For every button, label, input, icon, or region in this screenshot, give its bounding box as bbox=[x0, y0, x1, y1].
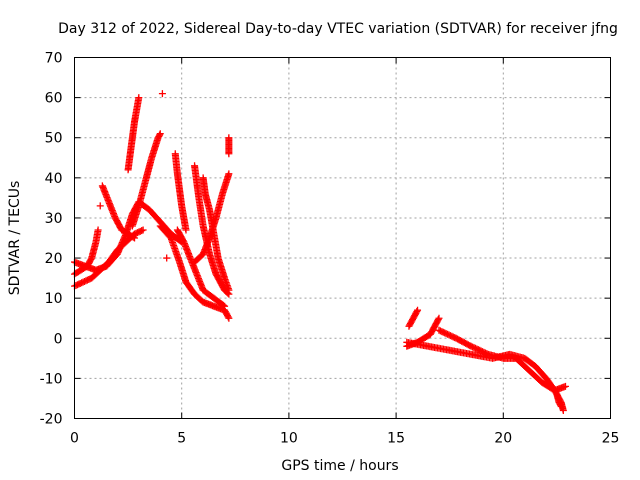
x-tick-label: 10 bbox=[280, 431, 298, 447]
y-axis-label: SDTVAR / TECUs bbox=[7, 181, 23, 296]
x-tick-label: 5 bbox=[177, 431, 186, 447]
y-tick-label: 60 bbox=[45, 91, 63, 107]
y-tick-label: 20 bbox=[45, 251, 63, 267]
data-point bbox=[135, 94, 143, 102]
data-point bbox=[414, 306, 422, 314]
data-marks bbox=[71, 90, 569, 414]
data-point bbox=[138, 227, 146, 235]
data-point bbox=[225, 286, 233, 294]
data-point bbox=[556, 401, 564, 409]
series-arc-14 bbox=[405, 306, 422, 330]
y-tick-label: -10 bbox=[40, 371, 63, 387]
data-point bbox=[225, 314, 233, 322]
series-arc-13 bbox=[199, 174, 233, 294]
series-arc-8 bbox=[171, 150, 190, 234]
data-point bbox=[156, 131, 164, 139]
y-tick-label: 30 bbox=[45, 211, 63, 227]
x-tick-label: 20 bbox=[494, 431, 512, 447]
series-isolated bbox=[96, 90, 171, 262]
series-arc-4 bbox=[98, 182, 139, 242]
series-arc-7 bbox=[156, 222, 233, 322]
series-arc-6 bbox=[128, 130, 164, 230]
y-tick-label: 40 bbox=[45, 171, 63, 187]
series-arc-9 bbox=[173, 226, 229, 310]
series-arc-18 bbox=[553, 390, 565, 410]
x-tick-label: 15 bbox=[387, 431, 405, 447]
data-point bbox=[559, 406, 567, 414]
y-tick-label: 10 bbox=[45, 291, 63, 307]
data-point bbox=[139, 226, 147, 234]
series-arc-10 bbox=[191, 162, 233, 298]
data-point bbox=[225, 150, 233, 158]
data-point bbox=[561, 382, 569, 390]
data-point bbox=[96, 202, 104, 210]
y-tick-label: 50 bbox=[45, 131, 63, 147]
data-point bbox=[413, 308, 421, 316]
axis-ticks: 0 5 10 15 20 25 -20 -10 0 10 20 30 40 50 60 70 bbox=[40, 51, 620, 447]
data-point bbox=[219, 301, 227, 309]
plot-frame bbox=[74, 57, 611, 419]
data-point bbox=[435, 314, 443, 322]
data-point bbox=[158, 90, 166, 98]
series-arc-12 bbox=[225, 134, 233, 158]
data-point bbox=[434, 316, 442, 324]
data-point bbox=[94, 226, 102, 234]
x-tick-label: 25 bbox=[602, 431, 620, 447]
data-point bbox=[182, 226, 190, 234]
data-point bbox=[131, 234, 139, 242]
data-point bbox=[163, 254, 171, 262]
y-tick-label: -20 bbox=[40, 412, 63, 428]
series-arc-17 bbox=[435, 326, 569, 394]
series-arc-3 bbox=[71, 198, 186, 274]
series-arc-5 bbox=[124, 94, 143, 174]
data-point bbox=[221, 302, 229, 310]
data-point bbox=[224, 313, 232, 321]
y-tick-label: 70 bbox=[45, 51, 63, 67]
data-point bbox=[129, 233, 137, 241]
x-tick-label: 0 bbox=[70, 431, 79, 447]
y-tick-label: 0 bbox=[54, 331, 63, 347]
chart-title: Day 312 of 2022, Sidereal Day-to-day VTE… bbox=[58, 21, 618, 37]
data-point bbox=[225, 170, 233, 178]
data-point bbox=[156, 130, 164, 138]
x-axis-label: GPS time / hours bbox=[281, 458, 398, 474]
data-point bbox=[557, 402, 565, 410]
grid bbox=[74, 57, 611, 419]
